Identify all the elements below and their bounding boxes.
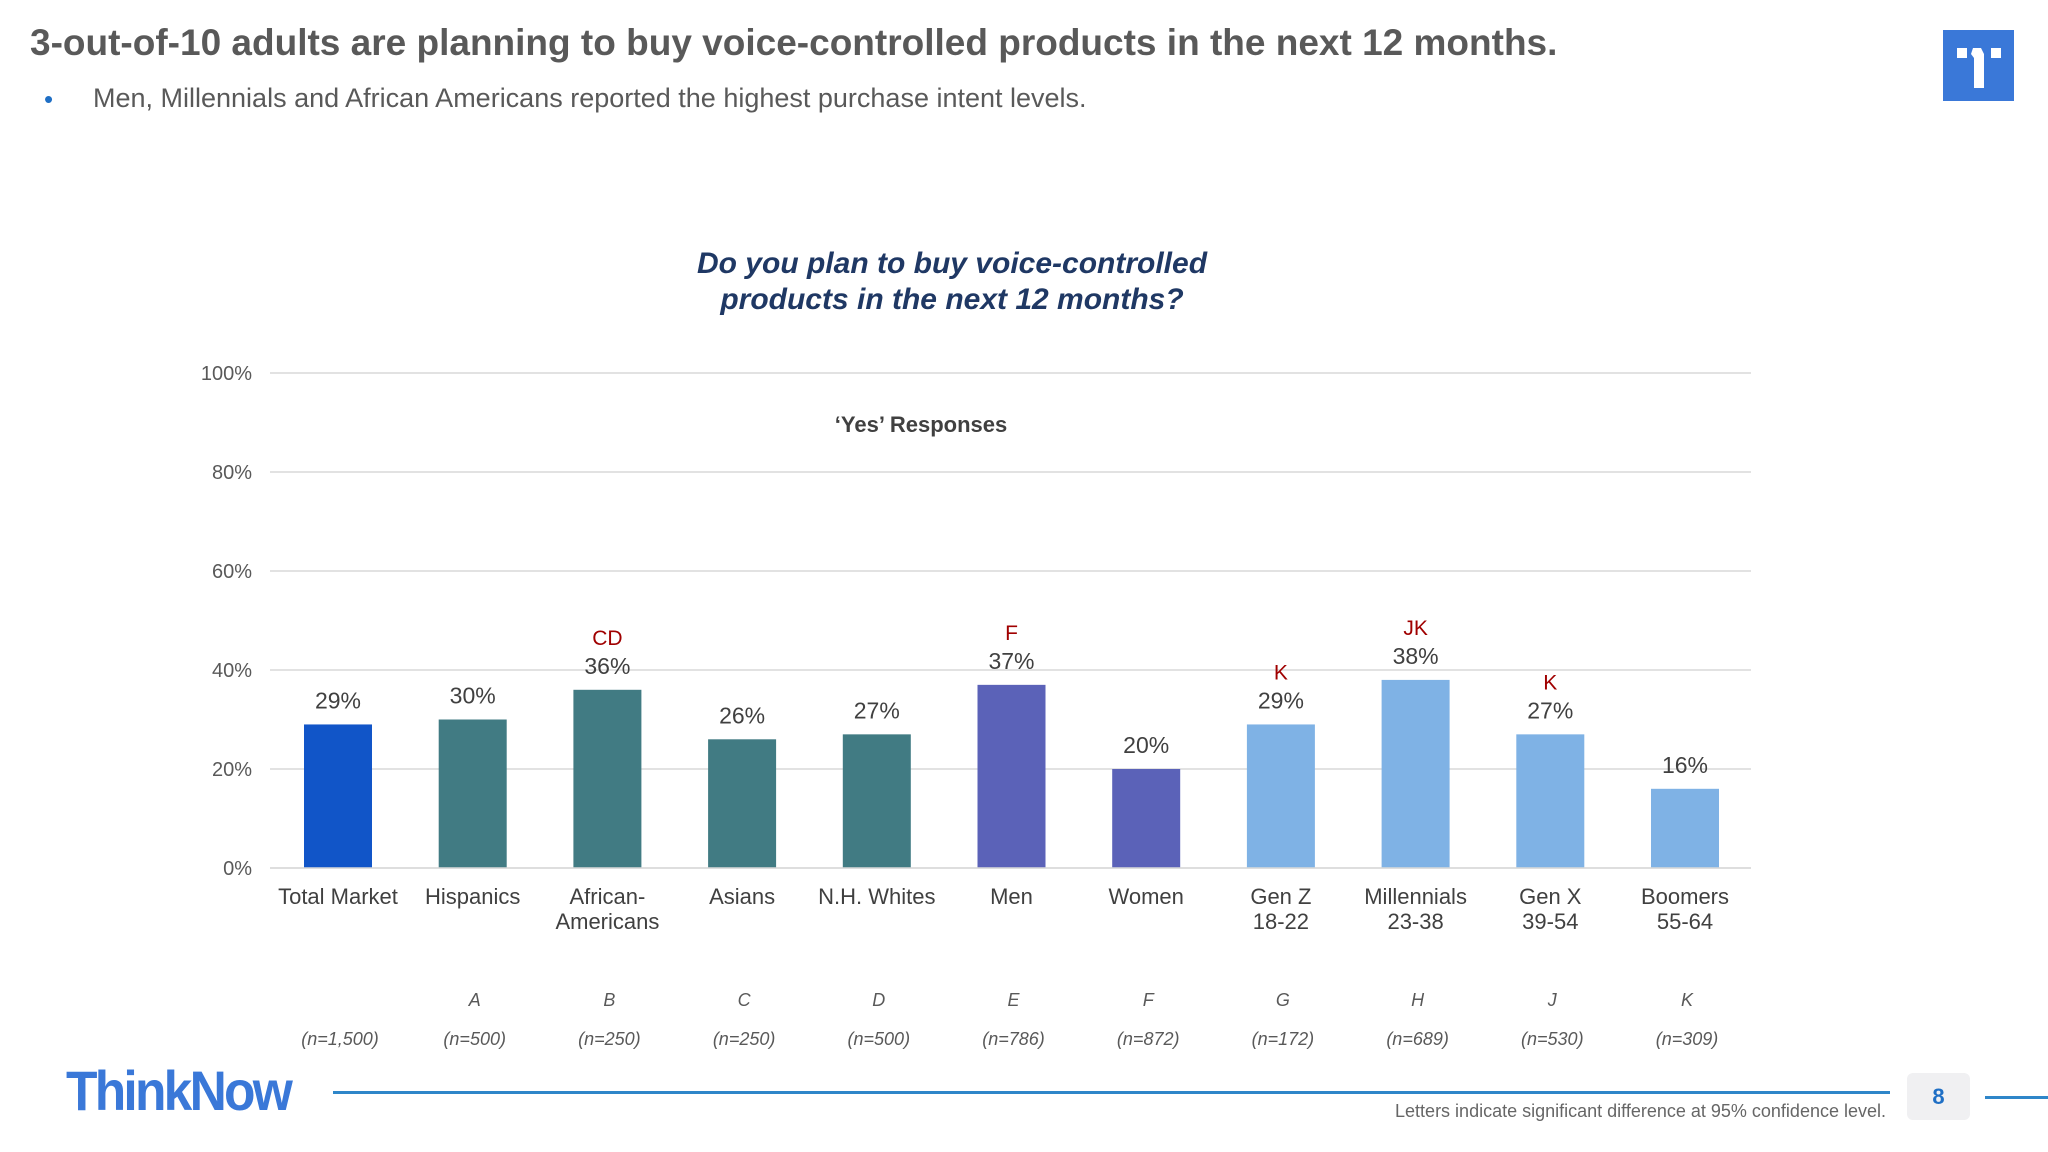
data-label: 27% xyxy=(1527,697,1573,723)
x-category-label: Men xyxy=(990,884,1033,909)
significance-letters: CD xyxy=(592,627,622,650)
group-letter: H xyxy=(1411,990,1425,1010)
x-category-label: Americans xyxy=(555,909,659,934)
group-letter: E xyxy=(1007,990,1020,1010)
x-category-label: Total Market xyxy=(278,884,398,909)
y-tick-label: 40% xyxy=(212,660,252,682)
x-category-label: Asians xyxy=(709,884,775,909)
x-category-label: Boomers xyxy=(1641,884,1729,909)
data-label: 16% xyxy=(1662,752,1708,778)
x-category-label: Women xyxy=(1108,884,1183,909)
data-label: 37% xyxy=(988,648,1034,674)
data-label: 38% xyxy=(1393,643,1439,669)
sample-size: (n=309) xyxy=(1656,1029,1719,1049)
x-category-label: N.H. Whites xyxy=(818,884,935,909)
chart-title-line-1: Do you plan to buy voice-controlled xyxy=(696,247,1208,280)
group-letter: B xyxy=(603,990,615,1010)
significance-letters: F xyxy=(1005,622,1018,645)
group-letter: A xyxy=(468,990,481,1010)
chart-title: Do you plan to buy voice-controlled prod… xyxy=(552,246,1352,318)
group-letter: J xyxy=(1547,990,1558,1010)
data-label: 29% xyxy=(315,687,361,713)
data-label: 29% xyxy=(1258,687,1304,713)
page-number: 8 xyxy=(1907,1073,1970,1120)
thinknow-logo-icon xyxy=(1943,30,2014,101)
bar xyxy=(977,684,1046,868)
bar xyxy=(438,719,507,868)
y-tick-label: 20% xyxy=(212,759,252,781)
data-label: 26% xyxy=(719,702,765,728)
sample-size: (n=872) xyxy=(1117,1029,1180,1049)
footnote: Letters indicate significant difference … xyxy=(1395,1101,1886,1121)
bar xyxy=(708,739,777,868)
slide-title: 3-out-of-10 adults are planning to buy v… xyxy=(30,22,1558,63)
data-label: 27% xyxy=(854,697,900,723)
slide-subtitle: Men, Millennials and African Americans r… xyxy=(93,83,1087,113)
bullet-marker: • xyxy=(44,84,54,114)
thinknow-brand-logo: ThinkNow xyxy=(66,1059,293,1122)
group-letter: G xyxy=(1276,990,1290,1010)
bar xyxy=(304,724,372,868)
x-category-label: 18-22 xyxy=(1253,909,1309,934)
bar xyxy=(573,689,642,868)
bar xyxy=(1246,724,1315,868)
sample-size: (n=250) xyxy=(713,1029,776,1049)
chart-title-line-2: products in the next 12 months? xyxy=(720,283,1184,316)
significance-letters: K xyxy=(1274,661,1288,684)
group-letter: K xyxy=(1681,990,1694,1010)
sample-size: (n=500) xyxy=(848,1029,911,1049)
group-letter: D xyxy=(872,990,885,1010)
x-category-label: 55-64 xyxy=(1657,909,1713,934)
x-category-label: Millennials xyxy=(1364,884,1467,909)
sample-size: (n=1,500) xyxy=(301,1029,379,1049)
bar xyxy=(1516,734,1585,868)
chart-annotation: ‘Yes’ Responses xyxy=(835,412,1007,437)
sample-size: (n=250) xyxy=(578,1029,641,1049)
y-tick-label: 0% xyxy=(223,858,252,880)
x-category-label: Hispanics xyxy=(425,884,520,909)
group-letter: F xyxy=(1143,990,1155,1010)
sample-size: (n=530) xyxy=(1521,1029,1584,1049)
y-tick-label: 60% xyxy=(212,561,252,583)
sample-size: (n=786) xyxy=(982,1029,1045,1049)
y-tick-label: 100% xyxy=(201,363,252,385)
data-label: 36% xyxy=(584,653,630,679)
y-tick-label: 80% xyxy=(212,462,252,484)
sample-size: (n=172) xyxy=(1252,1029,1315,1049)
data-label: 30% xyxy=(450,683,496,709)
x-category-label: Gen Z xyxy=(1250,884,1311,909)
footer-divider-right xyxy=(1985,1096,2048,1099)
bar xyxy=(842,734,911,868)
sample-size: (n=689) xyxy=(1386,1029,1449,1049)
bar xyxy=(1112,769,1181,868)
x-category-label: 39-54 xyxy=(1522,909,1578,934)
bar xyxy=(1381,679,1450,868)
significance-letters: JK xyxy=(1403,617,1428,640)
x-category-label: Gen X xyxy=(1519,884,1582,909)
significance-letters: K xyxy=(1543,671,1557,694)
footer-divider xyxy=(333,1091,1890,1094)
x-category-label: African- xyxy=(570,884,646,909)
x-category-label: 23-38 xyxy=(1387,909,1443,934)
sample-size: (n=500) xyxy=(443,1029,506,1049)
bar xyxy=(1651,788,1719,868)
data-label: 20% xyxy=(1123,732,1169,758)
group-letter: C xyxy=(738,990,752,1010)
